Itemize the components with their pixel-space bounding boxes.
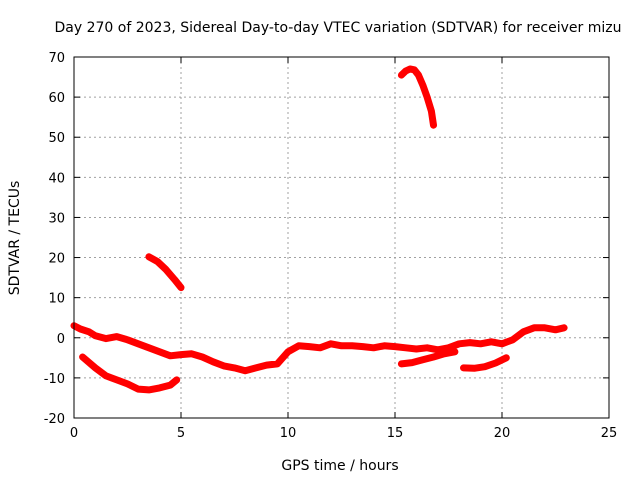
y-tick-label: 30 <box>48 211 65 226</box>
x-tick-label: 5 <box>177 426 185 441</box>
axis-ticks: 0 5 10 15 20 25 -20 -10 0 10 20 30 40 50 60 70 <box>44 51 618 441</box>
y-tick-label: 10 <box>48 292 65 307</box>
x-tick-label: 20 <box>494 426 511 441</box>
series-track-main <box>70 322 568 375</box>
grid-lines <box>74 57 609 418</box>
plot-frame <box>73 56 610 419</box>
series-track-short-mid <box>145 253 185 292</box>
series-track-right-arc <box>460 354 510 372</box>
x-tick-label: 25 <box>601 426 618 441</box>
y-tick-label: 40 <box>48 171 65 186</box>
y-tick-label: 70 <box>48 51 65 66</box>
x-axis-label: GPS time / hours <box>281 458 398 474</box>
y-tick-label: 0 <box>57 332 65 347</box>
chart-title: Day 270 of 2023, Sidereal Day-to-day VTE… <box>55 20 622 36</box>
series-track-lower-left <box>79 353 181 394</box>
y-tick-label: -20 <box>44 412 65 427</box>
y-axis-label: SDTVAR / TECUs <box>7 181 23 296</box>
x-tick-label: 10 <box>280 426 297 441</box>
y-tick-label: 60 <box>48 91 65 106</box>
x-tick-label: 0 <box>70 426 78 441</box>
data-series <box>70 65 568 394</box>
series-track-lower-right <box>397 348 459 368</box>
y-tick-label: -10 <box>44 372 65 387</box>
x-tick-label: 15 <box>387 426 404 441</box>
series-track-high <box>397 65 437 129</box>
y-tick-label: 50 <box>48 131 65 146</box>
y-tick-label: 20 <box>48 252 65 267</box>
